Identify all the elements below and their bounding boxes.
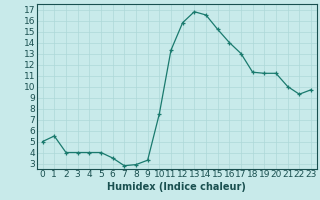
X-axis label: Humidex (Indice chaleur): Humidex (Indice chaleur): [108, 182, 246, 192]
